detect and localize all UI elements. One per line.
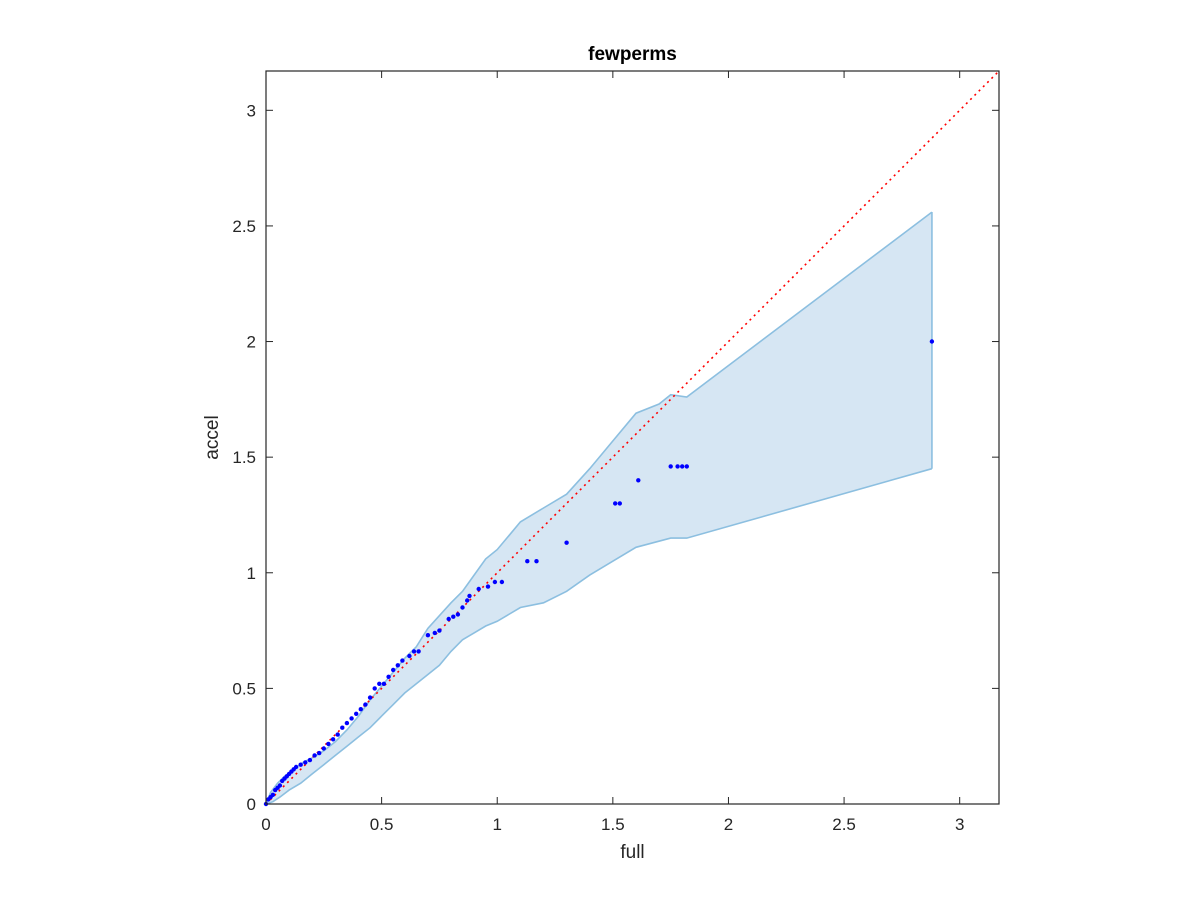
data-point [617, 501, 622, 506]
data-point [344, 720, 350, 726]
y-tick-label: 1 [247, 564, 256, 583]
data-point [416, 649, 421, 654]
data-point [465, 598, 470, 603]
x-axis-label: full [620, 842, 644, 863]
data-point [354, 711, 359, 716]
data-point [460, 605, 465, 610]
data-point [451, 614, 456, 619]
x-tick-label: 2.5 [832, 815, 856, 834]
data-point [349, 716, 354, 721]
data-point [321, 746, 326, 751]
data-point [476, 586, 481, 592]
axis-ticks: 0 0.5 1 1.5 2 2.5 3 0 0.5 1 1.5 2 2.5 3 [232, 71, 999, 834]
data-point [367, 695, 373, 700]
x-tick-label: 0.5 [370, 815, 394, 834]
data-point [303, 760, 308, 765]
confidence-band [266, 212, 932, 805]
data-point [684, 464, 689, 469]
data-point [499, 579, 505, 585]
chart-title: fewperms [588, 44, 677, 65]
data-point [381, 681, 387, 686]
data-point [564, 540, 569, 545]
data-point [391, 667, 396, 673]
y-tick-label: 2 [247, 333, 256, 352]
data-point [432, 630, 437, 636]
data-point [407, 653, 412, 659]
data-point [400, 658, 405, 663]
data-point [492, 579, 498, 585]
data-point [372, 686, 377, 691]
axes-box [265, 70, 1000, 805]
data-point [525, 559, 530, 564]
data-point [437, 628, 442, 633]
data-point [326, 741, 331, 747]
y-tick-label: 2.5 [232, 217, 256, 236]
data-point [277, 783, 283, 788]
data-point [377, 681, 382, 686]
y-axis-label: accel [202, 415, 223, 459]
y-tick-label: 1.5 [232, 448, 256, 467]
data-point [675, 464, 680, 469]
data-point [363, 702, 368, 707]
x-tick-label: 3 [955, 815, 964, 834]
x-tick-label: 0 [261, 815, 270, 834]
data-point [446, 616, 451, 622]
data-point [613, 501, 618, 506]
data-point [386, 674, 391, 679]
data-point [340, 725, 345, 730]
data-point [312, 753, 317, 758]
data-point [636, 478, 641, 483]
data-point [298, 762, 303, 767]
x-tick-label: 2 [724, 815, 733, 834]
data-point [293, 764, 299, 770]
y-tick-label: 3 [247, 101, 256, 120]
data-point [395, 663, 400, 668]
data-point [270, 792, 276, 797]
data-point [335, 732, 340, 737]
plot-area [263, 70, 1000, 807]
x-tick-label: 1 [492, 815, 501, 834]
data-point [929, 339, 935, 344]
data-point [680, 464, 685, 469]
x-tick-label: 1.5 [601, 815, 625, 834]
data-point [534, 559, 539, 564]
data-point [425, 633, 431, 638]
data-point [485, 584, 491, 589]
data-point [307, 757, 313, 763]
data-point [467, 593, 472, 599]
y-tick-label: 0 [247, 795, 256, 814]
data-point [411, 649, 417, 654]
data-point [317, 750, 322, 756]
y-tick-label: 0.5 [232, 679, 256, 698]
data-point [358, 707, 363, 712]
data-point [330, 737, 336, 742]
band-lower-edge [265, 467, 933, 805]
data-point [668, 464, 673, 469]
data-point [455, 612, 461, 617]
